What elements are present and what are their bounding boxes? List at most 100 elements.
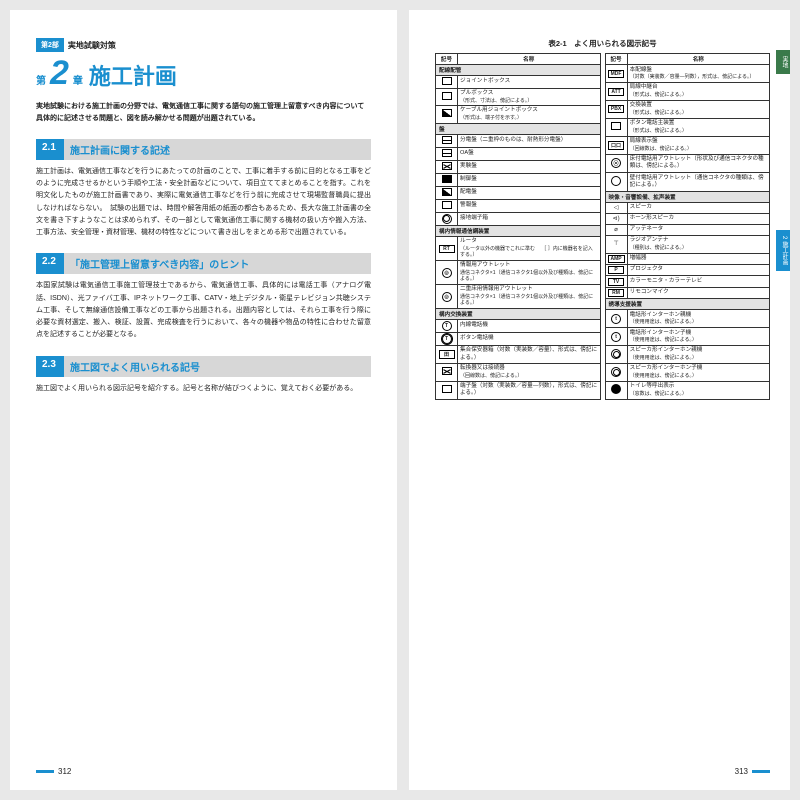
table-row: 実験盤: [436, 160, 601, 173]
symbol-cell: [436, 147, 458, 160]
symbol-cell: 口口: [605, 136, 627, 154]
name-cell: 警報盤: [458, 199, 601, 212]
name-cell: アッテネータ: [627, 224, 769, 235]
table-row: TVカラーモニタ・カラーテレビ: [605, 276, 770, 287]
table-row: スピーカ形インターホン親機（使用用途は、傍記による。）: [605, 346, 770, 364]
table-row: ジョイントボックス: [436, 76, 601, 89]
table-group-row: 構内交換装置: [436, 309, 601, 320]
section-title: 「施工管理上留意すべき内容」のヒント: [64, 253, 371, 274]
table-row: ATT局線中継台（形式は、傍記による。）: [605, 83, 770, 101]
name-cell: 二重床用情報用アウトレット通信コネクタ×1（通信コネクタ1個以外及び種類は、傍記…: [458, 285, 601, 309]
section-body: 施工図でよく用いられる図示記号を紹介する。記号と名称が結びつくように、覚えておく…: [36, 383, 371, 395]
table-row: 転換器又は接続器（回線数は、傍記による。）: [436, 364, 601, 381]
section-head: 2.2「施工管理上留意すべき内容」のヒント: [36, 253, 371, 274]
table-row: T内線電話機: [436, 320, 601, 333]
page-number: 313: [735, 767, 748, 776]
symbol-cell: [605, 346, 627, 364]
table-row: AMP増幅器: [605, 253, 770, 264]
symbol-cell: [605, 173, 627, 192]
name-cell: 局線表示盤（回線数は、傍記による。）: [627, 136, 769, 154]
table-row: ◎情報用アウトレット通信コネクタ×1（通信コネクタ1個以外及び種類は、傍記による…: [436, 261, 601, 285]
table-row: ⊤ラジオアンテナ（種別は、傍記による。）: [605, 235, 770, 253]
name-cell: 内線電話機: [458, 320, 601, 333]
name-cell: 本配線盤（対数（実装数／容量―列数），形式は、傍記による。）: [627, 65, 769, 83]
chapter-heading: 第 2 章 施工計画: [36, 56, 371, 91]
symbol-cell: ⊤: [605, 235, 627, 253]
symbol-tables: 記号名称配線配管ジョイントボックスプルボックス（形式、寸法は、傍記による。）ケー…: [435, 53, 770, 400]
name-cell: 電話形インターホン子機（使用用途は、傍記による。）: [627, 328, 769, 346]
table-row: 口口局線表示盤（回線数は、傍記による。）: [605, 136, 770, 154]
table-row: t電話形インターホン子機（使用用途は、傍記による。）: [605, 328, 770, 346]
table-row: 壁付電話用アウトレット（通信コネクタの種類は、傍記による。）: [605, 173, 770, 192]
table-group-row: 盤: [436, 123, 601, 134]
section-num: 2.2: [36, 253, 64, 274]
table-group-row: 誘導支援装置: [605, 299, 770, 310]
table-row: ⌀アッテネータ: [605, 224, 770, 235]
section-head: 2.1施工計画に関する記述: [36, 139, 371, 160]
section-num: 2.3: [36, 356, 64, 377]
symbol-cell: TV: [605, 276, 627, 287]
symbol-cell: RT: [436, 237, 458, 261]
chapter-prefix: 第: [36, 72, 46, 87]
side-tab-chapter: 2 施工計画: [776, 230, 790, 271]
table-row: RMリモコンマイク: [605, 287, 770, 298]
symbol-cell: [436, 186, 458, 199]
table-row: スピーカ形インターホン子機（使用用途は、傍記による。）: [605, 363, 770, 381]
name-cell: プロジェクタ: [627, 265, 769, 276]
table-row: ケーブル用ジョイントボックス（形式は、端子付を示す。）: [436, 106, 601, 123]
chapter-title: 施工計画: [89, 59, 177, 91]
name-cell: 転換器又は接続器（回線数は、傍記による。）: [458, 364, 601, 381]
symbol-cell: [436, 212, 458, 226]
name-cell: ホーン形スピーカ: [627, 214, 769, 225]
page-number-left: 312: [36, 767, 371, 776]
name-cell: 配電盤: [458, 186, 601, 199]
table-row: ◎二重床用情報用アウトレット通信コネクタ×1（通信コネクタ1個以外及び種類は、傍…: [436, 285, 601, 309]
symbol-cell: ⦿: [605, 154, 627, 173]
page-num-bar-icon: [36, 770, 54, 773]
table-row: Tボタン電話機: [436, 333, 601, 346]
th-name: 名称: [458, 54, 601, 65]
name-cell: 端子盤（対数（実装数／容量―列数），形式は、傍記による。）: [458, 381, 601, 399]
symbol-cell: [436, 173, 458, 186]
name-cell: ジョイントボックス: [458, 76, 601, 89]
symbol-cell: T: [436, 333, 458, 346]
table-row: ◁スピーカ: [605, 203, 770, 214]
table-group-row: 構内情報通信網装置: [436, 226, 601, 237]
name-cell: 分電盤（二重枠のものは、耐熱形分電盤）: [458, 134, 601, 147]
table-row: トイレ等呼出表示（窓数は、傍記による。）: [605, 381, 770, 399]
name-cell: 情報用アウトレット通信コネクタ×1（通信コネクタ1個以外及び種類は、傍記による。…: [458, 261, 601, 285]
th-symbol: 記号: [436, 54, 458, 65]
symbol-cell: ⊲): [605, 214, 627, 225]
table-row: ⦿床付電話用アウトレット（形状及び通信コネクタの種類は、傍記による。）: [605, 154, 770, 173]
section-title: 施工図でよく用いられる記号: [64, 356, 371, 377]
symbol-cell: [605, 381, 627, 399]
name-cell: 接地端子箱: [458, 212, 601, 226]
name-cell: リモコンマイク: [627, 287, 769, 298]
chapter-suffix: 章: [73, 72, 83, 87]
symbol-cell: [436, 106, 458, 123]
symbol-cell: [436, 199, 458, 212]
symbol-cell: [436, 89, 458, 106]
page-number: 312: [58, 767, 71, 776]
page-num-bar-icon: [752, 770, 770, 773]
name-cell: スピーカ形インターホン親機（使用用途は、傍記による。）: [627, 346, 769, 364]
name-cell: 電話形インターホン親機（使用用途は、傍記による。）: [627, 310, 769, 328]
name-cell: 実験盤: [458, 160, 601, 173]
table-row: 制御盤: [436, 173, 601, 186]
symbol-cell: ⌀: [605, 224, 627, 235]
table-row: PBX交換装置（形式は、傍記による。）: [605, 101, 770, 119]
table-row: t電話形インターホン親機（使用用途は、傍記による。）: [605, 310, 770, 328]
table-caption: 表2-1 よく用いられる図示記号: [435, 38, 770, 49]
name-cell: スピーカ: [627, 203, 769, 214]
page-left: 第2部 実地試験対策 第 2 章 施工計画 実地試験における施工計画の分野では、…: [10, 10, 397, 790]
symbol-table-right: 記号名称MDF本配線盤（対数（実装数／容量―列数），形式は、傍記による。）ATT…: [605, 53, 771, 400]
symbol-cell: ◎: [436, 261, 458, 285]
table-group-row: 映像・音響設備、拡声装置: [605, 191, 770, 202]
symbol-cell: [436, 76, 458, 89]
name-cell: 交換装置（形式は、傍記による。）: [627, 101, 769, 119]
symbol-cell: [605, 363, 627, 381]
name-cell: OA盤: [458, 147, 601, 160]
name-cell: 集合保安器箱（対数（実装数／容量）、形式は、傍記による。）: [458, 346, 601, 364]
chapter-number: 2: [50, 56, 69, 90]
table-row: RTルータ（ルータ以外の機器でこれに準む ［ ］内に機器名を記入する。）: [436, 237, 601, 261]
